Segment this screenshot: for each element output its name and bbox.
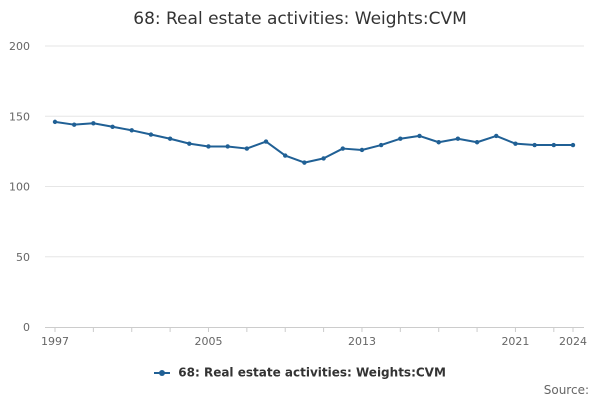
data-point-2019[interactable] <box>474 140 480 145</box>
source-label: Source: <box>543 383 589 397</box>
data-point-2018[interactable] <box>455 136 461 141</box>
data-point-2021[interactable] <box>513 141 518 146</box>
y-tick-label: 100 <box>9 181 30 194</box>
data-point-2000[interactable] <box>110 124 115 129</box>
data-point-2008[interactable] <box>263 139 269 144</box>
data-point-2020[interactable] <box>494 133 499 139</box>
y-tick-labels: 0 50 100 150 200 <box>9 40 30 334</box>
data-point-2016[interactable] <box>417 133 422 139</box>
axes <box>45 327 584 332</box>
data-point-2009[interactable] <box>283 153 288 158</box>
data-point-2015[interactable] <box>398 136 403 141</box>
gridlines <box>45 45 584 258</box>
legend-label: 68: Real estate activities: Weights:CVM <box>178 365 446 380</box>
data-point-2022[interactable] <box>532 142 537 148</box>
data-point-2002[interactable] <box>148 132 154 137</box>
series <box>52 119 576 165</box>
data-point-2007[interactable] <box>244 146 250 151</box>
data-point-2004[interactable] <box>187 141 192 146</box>
y-tick-label: 150 <box>9 110 30 123</box>
data-point-2024[interactable] <box>570 142 576 148</box>
data-point-1997[interactable] <box>52 119 58 125</box>
x-tick-label: 1997 <box>41 335 69 348</box>
x-tick-label: 2013 <box>348 335 376 348</box>
data-point-2012[interactable] <box>340 146 345 151</box>
x-tick-labels: 1997 2005 2013 2021 2024 <box>41 335 587 348</box>
data-point-2003[interactable] <box>167 136 173 141</box>
legend-swatch <box>154 369 171 376</box>
data-point-2001[interactable] <box>129 128 134 133</box>
data-point-2006[interactable] <box>225 144 230 149</box>
series-line <box>54 120 573 164</box>
data-point-2013[interactable] <box>359 147 365 153</box>
x-tick-label: 2021 <box>501 335 529 348</box>
data-point-2014[interactable] <box>378 142 384 148</box>
chart-title: 68: Real estate activities: Weights:CVM <box>133 9 467 29</box>
data-point-2023[interactable] <box>551 142 557 148</box>
legend[interactable]: 68: Real estate activities: Weights:CVM <box>0 365 600 380</box>
data-point-2010[interactable] <box>302 160 307 165</box>
data-point-2017[interactable] <box>436 140 441 145</box>
y-tick-label: 50 <box>16 251 30 264</box>
data-point-1998[interactable] <box>71 122 77 127</box>
x-tick-label: 2005 <box>194 335 222 348</box>
y-tick-label: 200 <box>9 40 30 53</box>
data-point-2005[interactable] <box>206 144 211 149</box>
x-tick-label: 2024 <box>559 335 587 348</box>
data-point-1999[interactable] <box>91 121 96 126</box>
data-point-2011[interactable] <box>321 156 326 161</box>
y-tick-label: 0 <box>23 321 30 334</box>
